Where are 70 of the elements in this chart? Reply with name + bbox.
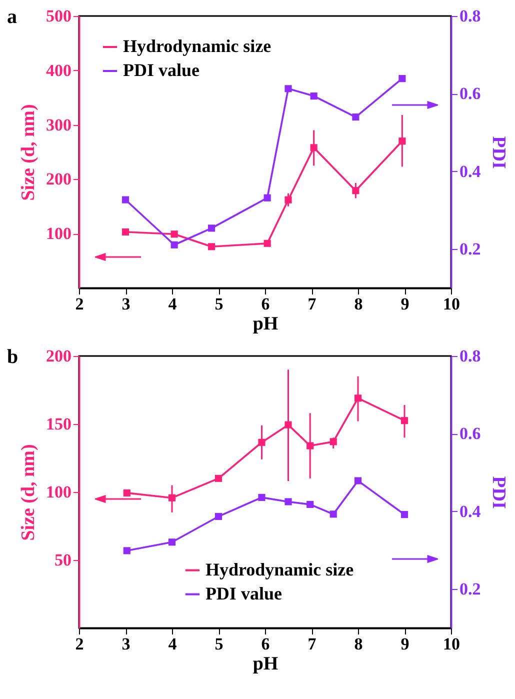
y-tick-label: 200: [46, 170, 72, 189]
x-tick-label: 8: [354, 294, 363, 314]
y-tick-label: 150: [46, 414, 72, 434]
y-tick-label: 400: [46, 60, 72, 80]
point: [400, 511, 408, 518]
x-tick-label: 2: [75, 294, 84, 314]
x-tick-label: 9: [400, 634, 410, 654]
point: [214, 512, 222, 520]
y2-tick-label: 0.8: [460, 6, 481, 26]
x-tick-label: 4: [168, 294, 178, 314]
x-tick-label: 3: [122, 294, 130, 314]
point: [214, 474, 222, 482]
y-tick-label: 300: [46, 115, 72, 134]
y2-axis-title: PDI: [488, 476, 509, 509]
point: [123, 489, 130, 496]
y2-tick-label: 0.6: [460, 84, 481, 104]
x-tick-label: 7: [308, 634, 317, 654]
point: [330, 510, 337, 518]
point: [170, 230, 178, 238]
legend-label: PDI value: [123, 60, 200, 80]
y2-tick-label: 0.8: [460, 346, 481, 366]
x-tick-label: 3: [122, 634, 130, 654]
y-tick-label: 500: [46, 6, 72, 26]
y-tick-label: 50: [54, 550, 72, 570]
legend-label: PDI value: [205, 583, 282, 604]
point: [170, 241, 178, 248]
point: [122, 196, 130, 204]
x-tick-label: 8: [354, 634, 363, 654]
y2-tick-label: 0.2: [460, 240, 481, 259]
x-tick-label: 5: [214, 294, 224, 314]
legend-label: Hydrodynamic size: [123, 36, 272, 56]
point: [352, 113, 360, 121]
point: [310, 92, 318, 100]
x-tick-label: 2: [75, 634, 84, 654]
x-tick-label: 10: [443, 294, 460, 314]
x-tick-label: 10: [443, 634, 460, 654]
y-axis-title: Size (d, nm): [18, 444, 39, 541]
legend-label: Hydrodynamic size: [205, 559, 354, 580]
point: [123, 547, 130, 554]
x-axis-title: pH: [252, 314, 278, 334]
y2-tick-label: 0.4: [460, 162, 482, 181]
x-tick-label: 7: [308, 294, 317, 314]
x-tick-label: 5: [214, 634, 224, 654]
y2-axis-title: PDI: [488, 136, 509, 169]
y2-tick-label: 0.2: [460, 580, 481, 599]
point: [398, 75, 406, 82]
x-tick-label: 6: [261, 634, 270, 654]
point: [306, 500, 314, 508]
chart-title: b: [7, 346, 18, 368]
point: [264, 194, 271, 202]
point: [208, 243, 216, 250]
x-axis-title: pH: [252, 654, 278, 674]
chart-title: a: [7, 6, 17, 28]
point: [264, 240, 271, 247]
x-tick-label: 9: [400, 294, 410, 314]
point: [168, 538, 176, 546]
point: [208, 224, 216, 232]
y2-tick-label: 0.4: [460, 502, 482, 521]
point: [284, 85, 292, 92]
y-tick-label: 100: [46, 224, 72, 244]
y-tick-label: 100: [46, 482, 72, 502]
point: [354, 477, 362, 484]
y2-tick-label: 0.6: [460, 424, 481, 444]
point: [284, 498, 292, 506]
y-axis-title: Size (d, nm): [18, 104, 39, 201]
x-tick-label: 6: [261, 294, 270, 314]
y-tick-label: 200: [46, 346, 72, 366]
point: [122, 228, 130, 236]
x-tick-label: 4: [168, 634, 178, 654]
point: [258, 494, 266, 501]
